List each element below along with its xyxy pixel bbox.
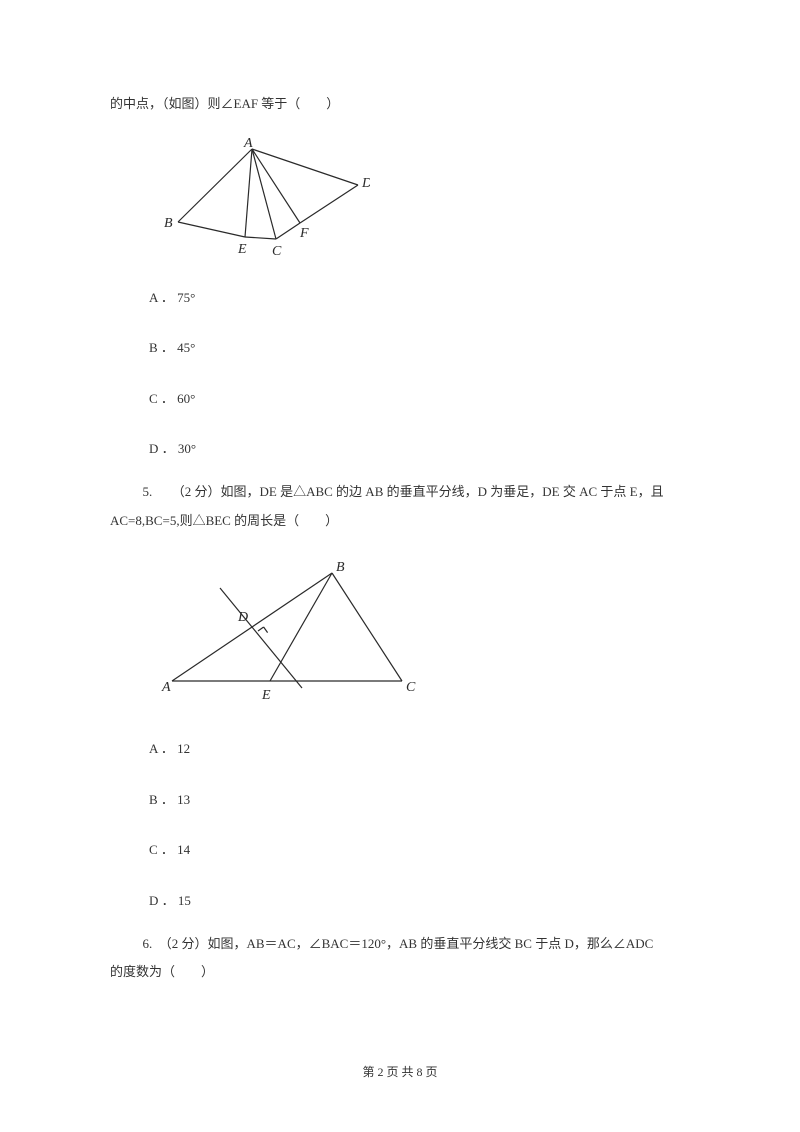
q5-opt-d: D ． 15 (110, 887, 690, 916)
q5-line1: 5. （2 分）如图，DE 是△ABC 的边 AB 的垂直平分线，D 为垂足，D… (110, 478, 690, 507)
q4-opt-a: A ． 75° (110, 284, 690, 313)
svg-text:D: D (237, 610, 248, 625)
q4-opt-c: C ． 60° (110, 385, 690, 414)
svg-text:E: E (261, 688, 271, 703)
svg-text:C: C (272, 244, 282, 257)
q5-line2: AC=8,BC=5,则△BEC 的周长是（ ） (110, 507, 690, 536)
q4-opt-b: B ． 45° (110, 334, 690, 363)
q5-opt-a: A ． 12 (110, 735, 690, 764)
svg-text:D: D (361, 176, 370, 191)
q5-opt-c: C ． 14 (110, 836, 690, 865)
q6-line2: 的度数为（ ） (110, 958, 690, 987)
q5-figure: A B C E D (160, 553, 690, 713)
svg-text:B: B (164, 216, 173, 231)
q4-opt-d: D ． 30° (110, 435, 690, 464)
svg-text:A: A (161, 680, 171, 695)
q5-opt-b: B ． 13 (110, 786, 690, 815)
q4-figure: A B E C F D (160, 137, 690, 262)
svg-text:F: F (299, 226, 309, 241)
page-footer: 第 2 页 共 8 页 (0, 1063, 800, 1080)
svg-text:E: E (237, 242, 247, 257)
svg-text:B: B (336, 560, 345, 575)
svg-text:A: A (243, 137, 253, 151)
q6-line1: 6. （2 分）如图，AB＝AC，∠BAC＝120°，AB 的垂直平分线交 BC… (110, 930, 690, 959)
q4-tail: 的中点，（如图）则∠EAF 等于（ ） (110, 90, 690, 119)
svg-text:C: C (406, 680, 416, 695)
